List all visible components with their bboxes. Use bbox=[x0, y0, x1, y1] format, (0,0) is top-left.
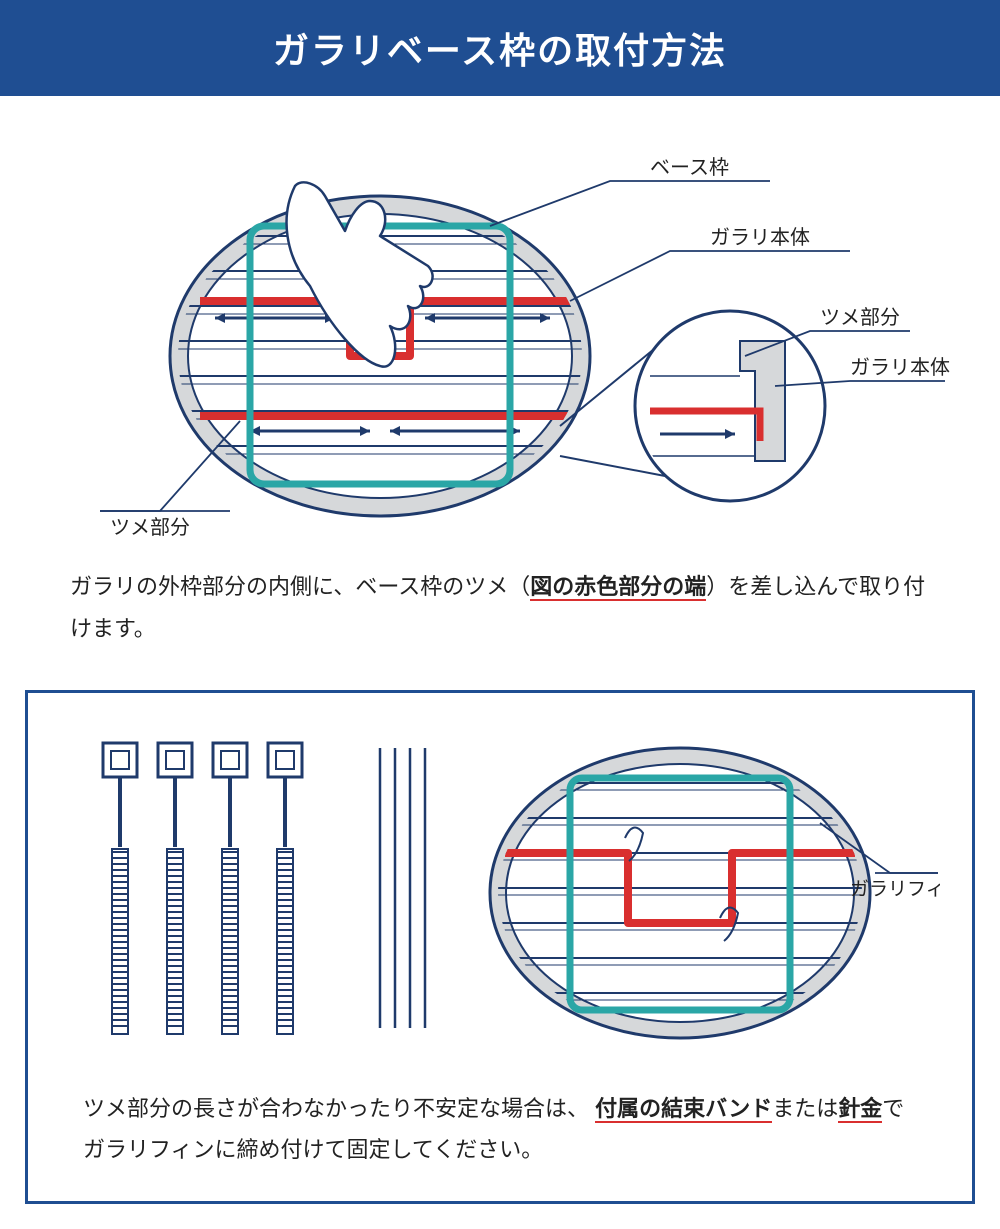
svg-text:ガラリ本体: ガラリ本体 bbox=[710, 226, 810, 249]
svg-text:ベース枠: ベース枠 bbox=[650, 156, 729, 179]
header-bar: ガラリベース枠の取付方法 bbox=[0, 0, 1000, 96]
description-2: ツメ部分の長さが合わなかったり不安定な場合は、 付属の結束バンドまたは針金でガラ… bbox=[53, 1088, 947, 1172]
diagram-1: ベース枠ガラリ本体ツメ部分ガラリ本体ツメ部分 bbox=[50, 126, 950, 546]
section-2-box: ガラリフィン ツメ部分の長さが合わなかったり不安定な場合は、 付属の結束バンドま… bbox=[25, 690, 975, 1205]
header-title: ガラリベース枠の取付方法 bbox=[273, 30, 727, 71]
svg-text:ガラリ本体: ガラリ本体 bbox=[850, 356, 950, 379]
section-1: ベース枠ガラリ本体ツメ部分ガラリ本体ツメ部分 ガラリの外枠部分の内側に、ベース枠… bbox=[0, 96, 1000, 670]
diagram-2: ガラリフィン bbox=[60, 723, 940, 1063]
highlight-red-1: 図の赤色部分の端 bbox=[530, 574, 706, 601]
svg-text:ツメ部分: ツメ部分 bbox=[110, 516, 190, 539]
description-1: ガラリの外枠部分の内側に、ベース枠のツメ（図の赤色部分の端）を差し込んで取り付け… bbox=[40, 566, 960, 650]
svg-text:ツメ部分: ツメ部分 bbox=[820, 306, 900, 329]
svg-text:ガラリフィン: ガラリフィン bbox=[850, 878, 940, 900]
